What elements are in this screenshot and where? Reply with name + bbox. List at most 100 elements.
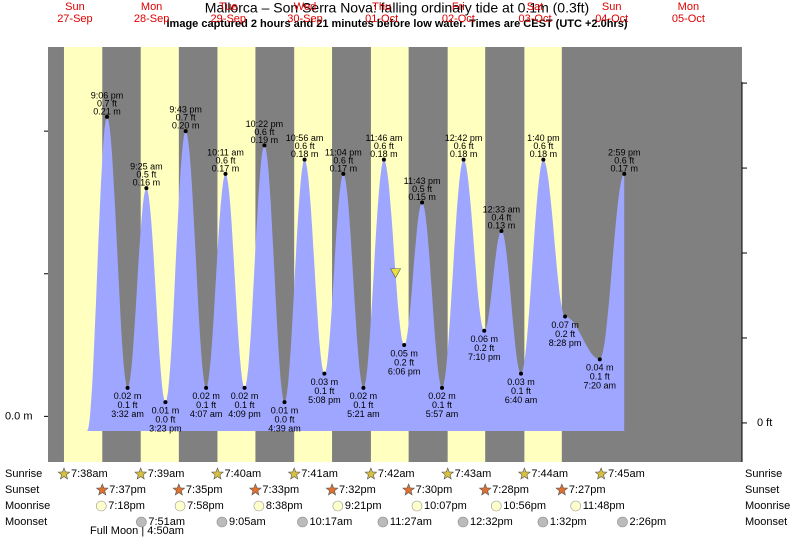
day-name: Fri bbox=[452, 1, 465, 13]
extreme-label: 6:06 pm bbox=[388, 366, 421, 376]
extreme-label: 0.7 ft bbox=[97, 98, 118, 108]
extreme-label: 0.6 ft bbox=[295, 141, 316, 151]
extreme-label: 0.21 m bbox=[93, 106, 121, 116]
extreme-label: 0.02 m bbox=[114, 391, 142, 401]
extreme-label: 0.1 ft bbox=[314, 386, 335, 396]
extreme-label: 0.1 ft bbox=[353, 400, 374, 410]
sunset-icon bbox=[248, 483, 262, 496]
row-label: Sunrise bbox=[5, 468, 42, 480]
extreme-label: 5:57 am bbox=[426, 409, 459, 419]
y2-tick-label: 0 ft bbox=[757, 417, 772, 429]
extreme-dot bbox=[282, 400, 287, 405]
sunset-time: 7:30pm bbox=[416, 484, 453, 496]
moonset-icon bbox=[297, 516, 308, 528]
sunset-time: 7:27pm bbox=[569, 484, 606, 496]
day-name: Sun bbox=[602, 1, 622, 13]
extreme-dot bbox=[402, 343, 407, 348]
moonrise-time: 10:07pm bbox=[424, 500, 467, 512]
moon-phase: Full Moon | 4:50am bbox=[90, 525, 184, 537]
extreme-dot bbox=[183, 129, 188, 134]
sunset-icon bbox=[95, 483, 109, 496]
moonset-time: 11:27am bbox=[390, 516, 432, 528]
row-label: Sunset bbox=[5, 484, 39, 496]
extreme-label: 0.6 ft bbox=[533, 141, 554, 151]
extreme-dot bbox=[518, 371, 523, 376]
extreme-label: 0.18 m bbox=[530, 149, 558, 159]
extreme-dot bbox=[341, 171, 346, 176]
extreme-label: 10:22 pm bbox=[246, 119, 284, 129]
sunrise-time: 7:43am bbox=[455, 468, 492, 480]
extreme-label: 0.0 ft bbox=[274, 414, 295, 424]
day-name: Mon bbox=[141, 1, 162, 13]
extreme-label: 0.2 ft bbox=[555, 329, 576, 339]
extreme-label: 9:06 pm bbox=[91, 90, 124, 100]
extreme-label: 5:21 am bbox=[347, 409, 380, 419]
sunset-icon bbox=[478, 483, 492, 496]
extreme-label: 3:32 am bbox=[111, 409, 144, 419]
extreme-dot bbox=[361, 385, 366, 390]
moonset-icon bbox=[457, 516, 469, 528]
day-name: Thu bbox=[372, 1, 391, 13]
day-name: Mon bbox=[678, 1, 699, 13]
extreme-label: 0.17 m bbox=[212, 163, 240, 173]
extreme-dot bbox=[322, 371, 327, 376]
row-label: Moonset bbox=[745, 516, 787, 528]
sunrise-icon bbox=[210, 467, 224, 480]
day-date: 30-Sep bbox=[287, 13, 322, 25]
extreme-label: 0.1 ft bbox=[432, 400, 453, 410]
extreme-label: 6:40 am bbox=[505, 395, 538, 405]
extreme-label: 0.1 ft bbox=[511, 386, 532, 396]
extreme-label: 10:56 am bbox=[286, 133, 324, 143]
extreme-label: 0.1 ft bbox=[590, 372, 611, 382]
moonset-icon bbox=[537, 516, 549, 528]
extreme-label: 10:11 am bbox=[207, 147, 244, 157]
extreme-label: 0.6 ft bbox=[374, 141, 395, 151]
row-label: Moonset bbox=[5, 516, 47, 528]
sunrise-icon bbox=[594, 467, 608, 480]
moonrise-time: 11:48pm bbox=[583, 500, 625, 512]
moonset-icon bbox=[617, 516, 628, 528]
sunrise-icon bbox=[57, 467, 71, 480]
day-date: 02-Oct bbox=[442, 13, 475, 25]
moonrise-icon bbox=[411, 500, 423, 512]
extreme-dot bbox=[105, 114, 110, 119]
extreme-label: 0.01 m bbox=[152, 405, 180, 415]
row-label: Sunrise bbox=[745, 468, 782, 480]
extreme-dot bbox=[163, 400, 168, 405]
extreme-label: 0.20 m bbox=[172, 121, 200, 131]
day-name: Sun bbox=[65, 1, 85, 13]
extreme-label: 0.0 ft bbox=[155, 414, 176, 424]
sunset-time: 7:35pm bbox=[186, 484, 223, 496]
day-date: 27-Sep bbox=[57, 13, 92, 25]
sunrise-icon bbox=[134, 467, 148, 480]
row-label: Sunset bbox=[745, 484, 779, 496]
moonrise-icon bbox=[95, 500, 107, 512]
extreme-label: 9:25 am bbox=[130, 162, 163, 172]
extreme-dot bbox=[144, 186, 149, 191]
extreme-dot bbox=[223, 171, 228, 176]
extreme-label: 0.2 ft bbox=[474, 343, 495, 353]
day-date: 28-Sep bbox=[134, 13, 169, 25]
sunrise-icon bbox=[364, 467, 378, 480]
extreme-label: 4:09 pm bbox=[228, 409, 261, 419]
extreme-dot bbox=[381, 157, 386, 162]
extreme-dot bbox=[440, 385, 445, 390]
extreme-dot bbox=[499, 228, 504, 233]
extreme-label: 0.18 m bbox=[291, 149, 319, 159]
extreme-dot bbox=[563, 314, 568, 319]
sunset-time: 7:28pm bbox=[492, 484, 529, 496]
moonset-icon bbox=[216, 516, 228, 528]
sunset-icon bbox=[172, 483, 186, 496]
moonrise-time: 7:58pm bbox=[187, 500, 224, 512]
extreme-dot bbox=[420, 200, 425, 205]
extreme-label: 9:43 pm bbox=[169, 105, 202, 115]
extreme-label: 0.03 m bbox=[311, 377, 339, 387]
row-label: Moonrise bbox=[5, 500, 50, 512]
extreme-label: 0.6 ft bbox=[254, 127, 275, 137]
sunset-time: 7:37pm bbox=[109, 484, 146, 496]
extreme-label: 0.1 ft bbox=[235, 400, 256, 410]
extreme-dot bbox=[262, 143, 267, 148]
sunrise-time: 7:42am bbox=[378, 468, 415, 480]
extreme-label: 0.17 m bbox=[330, 163, 358, 173]
extreme-dot bbox=[622, 171, 627, 176]
